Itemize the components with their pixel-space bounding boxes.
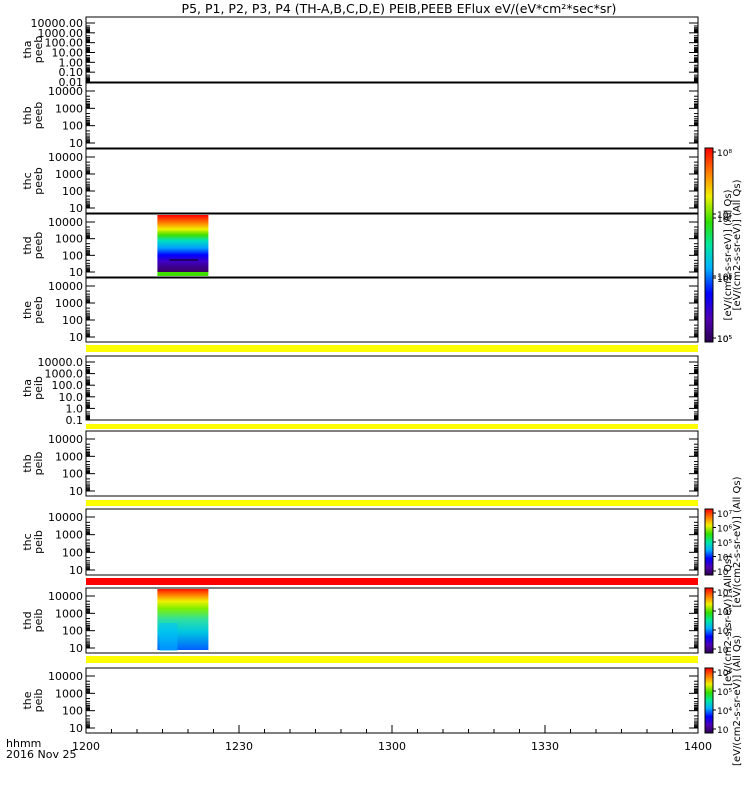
y-tick-label: 10000 — [48, 670, 83, 683]
panel-thb-peeb: 10000 1000 100 10 thbpeeb — [21, 83, 698, 150]
flag-bar-yellow — [86, 500, 698, 506]
spectrogram-block — [157, 215, 208, 272]
colorbar-label: [eV/(cm2-s-sr-eV)] (All Qs) — [723, 189, 734, 320]
y-tick-label: 10 — [69, 485, 83, 498]
y-tick-label: 10 — [69, 331, 83, 344]
panel-frame — [86, 17, 698, 82]
colorbar-tick-label: 10⁶ — [717, 525, 732, 535]
y-tick-label: 1000 — [55, 233, 83, 246]
y-tick-label: 100 — [62, 625, 83, 638]
y-tick-label: 1000 — [55, 297, 83, 310]
colorbar-gradient — [705, 668, 713, 733]
y-tick-label: 100 — [62, 705, 83, 718]
panel-label-product: peeb — [32, 296, 45, 324]
colorbars: 10⁵10⁶10⁷10⁸[eV/(cm2-s-sr-eV)] (All Qs)1… — [705, 148, 743, 766]
panel-frame — [86, 431, 698, 496]
panel-label-product: peib — [32, 376, 45, 400]
panel-thb-peib: 10000 1000 100 10 thbpeib — [21, 431, 698, 506]
panel-frame — [86, 668, 698, 733]
y-tick-label: 10 — [69, 202, 83, 215]
panels: 10000.001000.00100.0010.001.000.100.01 th… — [21, 17, 712, 753]
y-tick-label: 0.1 — [66, 414, 84, 427]
panel-label-product: peib — [32, 689, 45, 713]
y-tick-label: 100 — [62, 249, 83, 262]
y-tick-label: 1000 — [55, 102, 83, 115]
spectrogram-speckle — [159, 623, 177, 651]
y-tick-label: 10000 — [48, 216, 83, 229]
panel-thc-peib: 10000100010010thcpeib — [21, 509, 698, 585]
x-tick-label: 1330 — [531, 740, 559, 753]
y-tick-label: 10 — [69, 564, 83, 577]
x-axis: 1200 1230 1300 1330 1400 — [72, 725, 712, 753]
panel-frame — [86, 278, 698, 342]
panel-label-product: peeb — [32, 102, 45, 130]
y-tick-label: 100 — [62, 468, 83, 481]
panel-frame — [86, 356, 698, 420]
panel-label-product: peeb — [32, 167, 45, 195]
panel-thd-peib: 10000 1000 100 10 thdpeib — [21, 588, 698, 663]
panel-the-peeb: 10000 1000 100 10 thepeeb — [21, 278, 698, 352]
panel-frame — [86, 509, 698, 575]
panel-tha-peeb: 10000.001000.00100.0010.001.000.100.01 th… — [21, 17, 698, 89]
y-tick-label: 100 — [62, 120, 83, 133]
y-tick-label: 10 — [69, 722, 83, 735]
y-tick-label: 1000 — [55, 607, 83, 620]
colorbar-tick-label: 10⁳ — [717, 726, 729, 736]
panel-the-peib: 10000100010010thepeib — [21, 668, 698, 735]
panel-label-product: peib — [32, 609, 45, 633]
y-tick-label: 1000 — [55, 687, 83, 700]
panel-label-product: peeb — [32, 232, 45, 260]
spectrogram-bottom-band — [157, 272, 208, 276]
flag-bar-yellow — [86, 424, 698, 429]
panel-label-product: peib — [32, 452, 45, 476]
flag-bar-yellow — [86, 656, 698, 663]
panel-label-product: peeb — [32, 36, 45, 64]
colorbar-gradient — [705, 509, 713, 575]
x-tick-label: 1300 — [378, 740, 406, 753]
colorbar-tick-label: 10⁴ — [717, 707, 732, 717]
y-tick-label: 100 — [62, 546, 83, 559]
flag-bar-red — [86, 578, 698, 585]
y-tick-label: 1000 — [55, 529, 83, 542]
y-tick-label: 1000 — [55, 450, 83, 463]
y-tick-label: 10000 — [48, 511, 83, 524]
colorbar-gradient — [705, 588, 713, 653]
y-tick-label: 10000 — [48, 85, 83, 98]
x-tick-label: 1230 — [225, 740, 253, 753]
panel-tha-peib: 10000.01000.0100.010.01.00.1 thapeib — [21, 356, 698, 429]
y-tick-label: 10000 — [48, 590, 83, 603]
colorbar-tick-label: 10⁵ — [717, 539, 732, 549]
panel-frame — [86, 83, 698, 148]
colorbar-tick-label: 10⁵ — [717, 688, 732, 698]
y-tick-label: 10 — [69, 266, 83, 279]
y-tick-label: 100 — [62, 314, 83, 327]
y-tick-label: 10000 — [48, 280, 83, 293]
figure-title: P5, P1, P2, P3, P4 (TH-A,B,C,D,E) PEIB,P… — [182, 1, 617, 16]
panel-thd-peeb: 10000 1000 100 10 thdpeeb — [21, 214, 698, 279]
y-tick-label: 10000 — [48, 433, 83, 446]
panel-label-product: peib — [32, 530, 45, 554]
date-label: 2016 Nov 25 — [6, 748, 76, 761]
panel-thc-peeb: 10000100010010thcpeeb — [21, 149, 698, 215]
x-tick-label: 1400 — [684, 740, 712, 753]
flag-bar-yellow — [86, 345, 698, 352]
y-tick-label: 10 — [69, 137, 83, 150]
y-tick-label: 100 — [62, 185, 83, 198]
y-tick-label: 10 — [69, 642, 83, 655]
colorbar-tick-label: 10⁷ — [717, 510, 732, 520]
colorbar-label: [eV/(cm2-s-sr-eV)] (All Qs) — [732, 635, 743, 766]
panel-frame — [86, 149, 698, 213]
y-tick-label: 1000 — [55, 168, 83, 181]
colorbar-tick-label: 10⁵ — [717, 335, 732, 345]
colorbar-tick-label: 10⁶ — [717, 669, 732, 679]
y-tick-label: 10000 — [48, 151, 83, 164]
colorbar-tick-label: 10⁸ — [717, 149, 732, 159]
colorbar-gradient — [705, 148, 713, 342]
